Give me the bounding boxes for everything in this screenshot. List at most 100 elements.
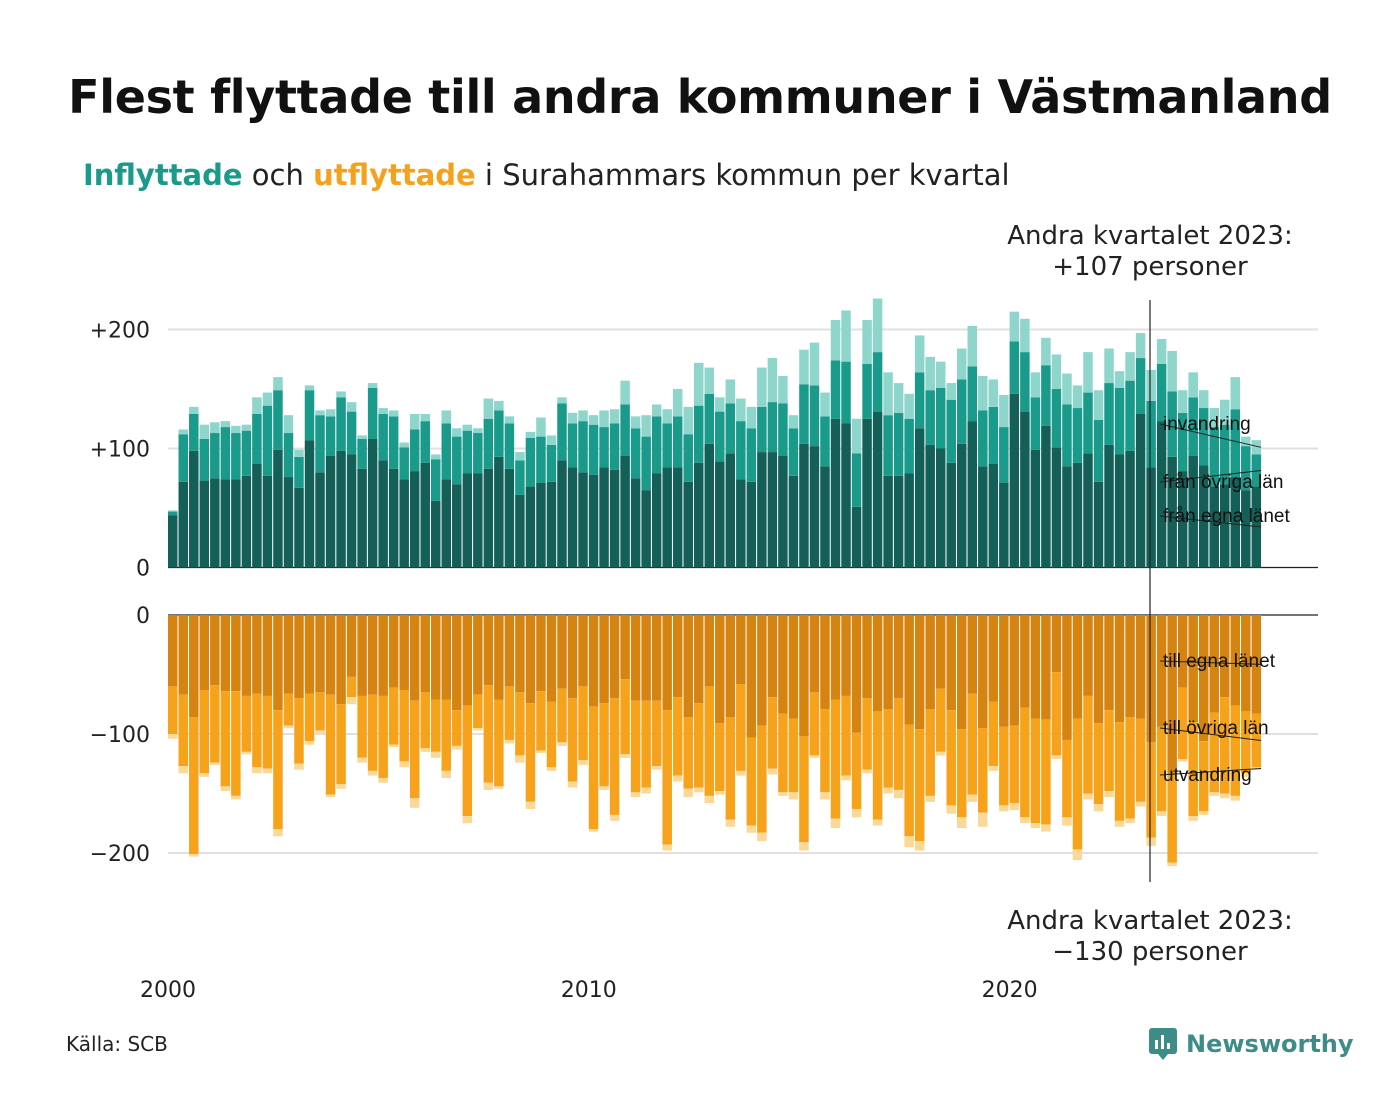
bar-out-other-counties bbox=[231, 691, 241, 796]
bar-in-other-counties bbox=[1251, 454, 1262, 487]
bar-in-other-counties bbox=[820, 416, 830, 467]
bar-out-own-county bbox=[767, 615, 778, 698]
bar-in-immigration bbox=[788, 415, 799, 429]
bar-in-other-counties bbox=[325, 416, 336, 456]
bar-in-own-county bbox=[715, 461, 725, 568]
bar-in-immigration bbox=[357, 435, 367, 439]
bar-out-emigration bbox=[294, 763, 304, 770]
bar-out-emigration bbox=[1156, 811, 1167, 817]
bar-in-other-counties bbox=[1083, 392, 1093, 454]
bar-out-own-county bbox=[262, 615, 273, 696]
bar-out-emigration bbox=[462, 816, 473, 824]
bar-in-immigration bbox=[367, 383, 378, 388]
bar-out-emigration bbox=[883, 787, 893, 794]
brand-name: Newsworthy bbox=[1186, 1030, 1354, 1058]
bar-in-own-county bbox=[515, 494, 525, 568]
bar-in-own-county bbox=[1135, 413, 1146, 568]
bar-out-own-county bbox=[409, 615, 420, 701]
bar-in-other-counties bbox=[220, 427, 231, 480]
newsworthy-logo: Newsworthy bbox=[1148, 1026, 1354, 1062]
bar-out-emigration bbox=[1114, 820, 1125, 827]
bar-out-other-counties bbox=[715, 723, 725, 792]
bar-in-other-counties bbox=[431, 459, 441, 501]
bar-out-own-county bbox=[557, 615, 567, 689]
bar-out-other-counties bbox=[1030, 718, 1041, 824]
bar-out-other-counties bbox=[441, 699, 452, 771]
bar-out-emigration bbox=[199, 773, 210, 777]
bar-out-other-counties bbox=[1177, 687, 1188, 759]
bar-in-immigration bbox=[199, 424, 210, 439]
bar-out-own-county bbox=[746, 615, 757, 738]
bar-in-own-county bbox=[252, 463, 262, 568]
bar-out-emigration bbox=[578, 760, 588, 765]
bar-out-emigration bbox=[1135, 801, 1146, 807]
bar-out-own-county bbox=[1135, 615, 1146, 719]
bar-out-other-counties bbox=[346, 676, 357, 698]
bar-out-other-counties bbox=[946, 710, 956, 806]
bar-out-own-county bbox=[1198, 615, 1209, 742]
bar-in-immigration bbox=[1104, 348, 1114, 384]
subtitle-och: och bbox=[242, 158, 314, 192]
bar-out-other-counties bbox=[1146, 742, 1156, 838]
bar-out-other-counties bbox=[925, 709, 935, 796]
bar-out-emigration bbox=[367, 770, 378, 776]
bar-in-other-counties bbox=[262, 405, 273, 476]
bar-out-emigration bbox=[220, 786, 231, 792]
bar-in-own-county bbox=[620, 455, 630, 568]
bar-in-own-county bbox=[315, 472, 325, 568]
bar-in-immigration bbox=[1209, 408, 1219, 428]
bar-in-own-county bbox=[862, 418, 872, 568]
bar-in-other-counties bbox=[883, 415, 893, 476]
bar-out-emigration bbox=[452, 745, 462, 750]
bar-in-immigration bbox=[388, 410, 399, 417]
bar-in-immigration bbox=[1220, 399, 1230, 425]
bar-out-own-county bbox=[946, 615, 956, 711]
bar-out-own-county bbox=[1030, 615, 1041, 719]
bar-in-other-counties bbox=[399, 447, 409, 480]
bar-out-own-county bbox=[872, 615, 883, 712]
bar-out-emigration bbox=[1177, 758, 1188, 762]
bar-out-own-county bbox=[1188, 615, 1198, 723]
bar-in-other-counties bbox=[799, 384, 809, 444]
bar-out-own-county bbox=[546, 615, 557, 702]
bar-out-emigration bbox=[1125, 818, 1135, 824]
bar-out-other-counties bbox=[988, 701, 999, 767]
bar-out-other-counties bbox=[304, 693, 315, 742]
bar-out-emigration bbox=[788, 792, 799, 800]
bar-out-own-county bbox=[283, 615, 294, 694]
bar-in-immigration bbox=[494, 400, 504, 411]
bar-in-immigration bbox=[1177, 390, 1188, 413]
bar-in-other-counties bbox=[515, 460, 525, 495]
bar-in-immigration bbox=[336, 391, 346, 398]
bar-out-own-county bbox=[694, 615, 704, 704]
bar-out-own-county bbox=[515, 615, 525, 693]
bar-out-emigration bbox=[1030, 823, 1041, 829]
bar-in-own-county bbox=[1241, 490, 1251, 568]
bar-out-own-county bbox=[294, 615, 304, 699]
bar-out-own-county bbox=[399, 615, 409, 690]
bar-out-other-counties bbox=[599, 703, 609, 787]
bar-out-emigration bbox=[620, 754, 630, 758]
bar-in-own-county bbox=[210, 478, 220, 568]
bar-out-other-counties bbox=[567, 698, 578, 782]
bar-in-other-counties bbox=[809, 385, 820, 447]
bar-out-own-county bbox=[1209, 615, 1219, 713]
upper-series-label: från övriga län bbox=[1163, 472, 1283, 493]
bar-in-immigration bbox=[420, 413, 430, 422]
bar-out-emigration bbox=[820, 792, 830, 800]
bar-in-other-counties bbox=[715, 411, 725, 462]
bar-out-emigration bbox=[893, 789, 904, 799]
lower-series-label: till egna länet bbox=[1163, 651, 1276, 672]
bar-in-other-counties bbox=[736, 421, 746, 480]
bar-in-own-county bbox=[178, 481, 189, 568]
bar-out-other-counties bbox=[452, 710, 462, 746]
bar-in-immigration bbox=[304, 385, 315, 391]
bar-out-own-county bbox=[1041, 615, 1051, 720]
bar-out-other-counties bbox=[893, 698, 904, 790]
newsworthy-chart-icon bbox=[1149, 1028, 1177, 1060]
bar-in-immigration bbox=[462, 424, 473, 431]
bar-out-emigration bbox=[315, 730, 325, 734]
bar-out-other-counties bbox=[578, 686, 588, 761]
bar-out-emigration bbox=[399, 761, 409, 768]
bar-out-other-counties bbox=[641, 700, 651, 788]
